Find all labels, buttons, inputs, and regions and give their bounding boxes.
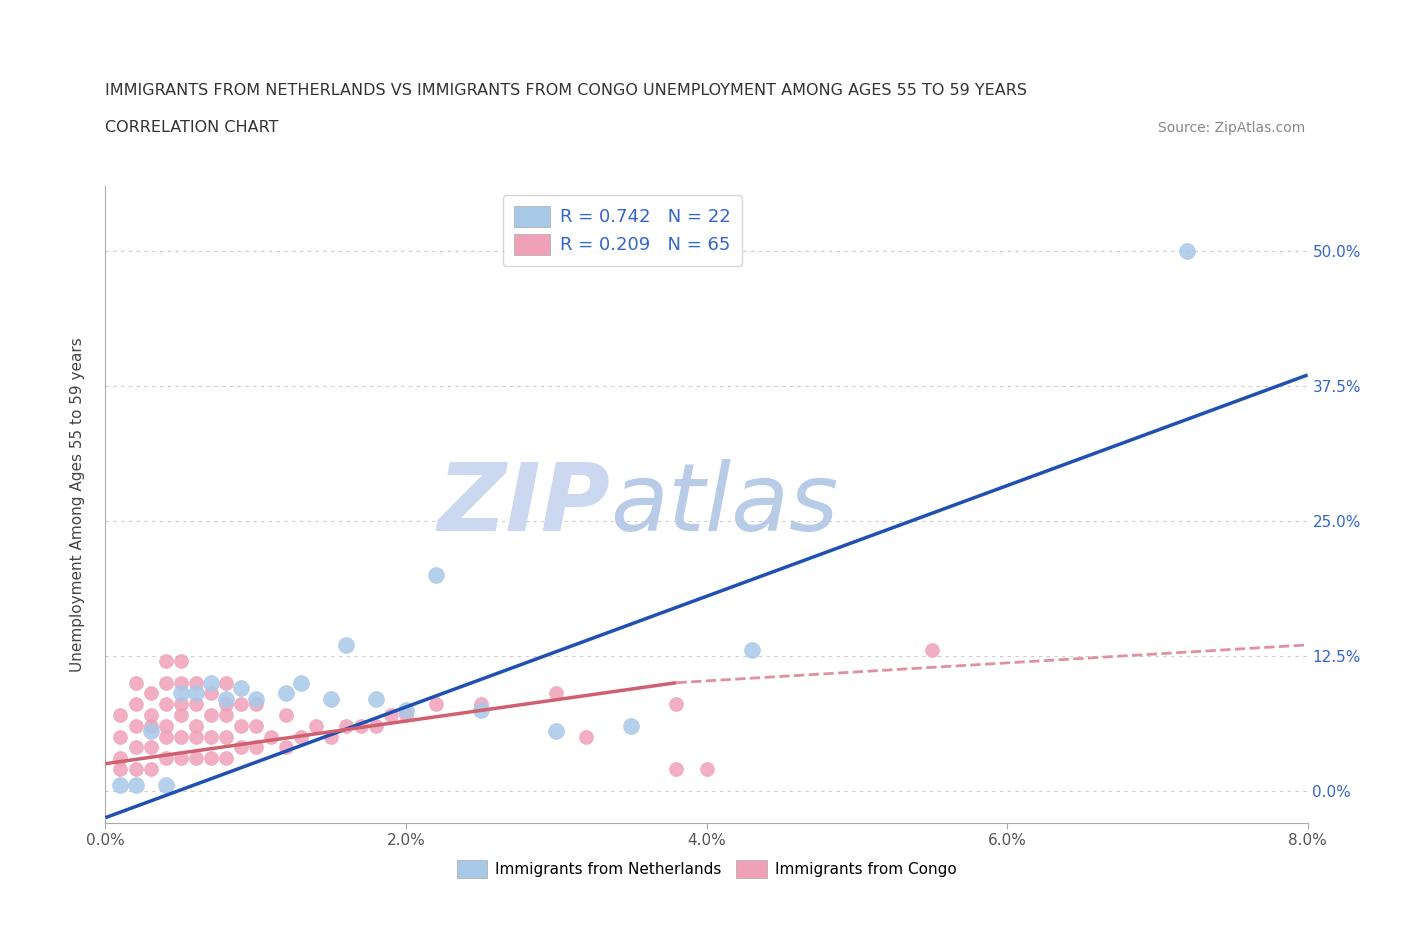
Point <box>665 762 688 777</box>
Point <box>380 708 402 723</box>
Point <box>139 686 162 701</box>
Point <box>124 740 146 755</box>
Point <box>184 719 207 734</box>
Point <box>155 675 177 690</box>
Point <box>229 719 252 734</box>
Point <box>110 762 132 777</box>
Point <box>184 729 207 744</box>
Point <box>741 643 763 658</box>
Point <box>110 777 132 792</box>
Point <box>110 751 132 765</box>
Point <box>290 729 312 744</box>
Point <box>200 708 222 723</box>
Point <box>245 719 267 734</box>
Point <box>470 702 492 717</box>
Point <box>620 719 643 734</box>
Point <box>364 691 387 706</box>
Point <box>139 740 162 755</box>
Point <box>274 686 297 701</box>
Y-axis label: Unemployment Among Ages 55 to 59 years: Unemployment Among Ages 55 to 59 years <box>70 338 84 671</box>
Point <box>169 729 191 744</box>
Point <box>214 708 236 723</box>
Point <box>245 697 267 711</box>
Point <box>260 729 283 744</box>
Point <box>139 708 162 723</box>
Point <box>470 697 492 711</box>
Point <box>139 762 162 777</box>
Point <box>229 740 252 755</box>
Text: ZIP: ZIP <box>437 458 610 551</box>
Point <box>155 697 177 711</box>
Point <box>1175 244 1198 259</box>
Point <box>395 708 418 723</box>
Point <box>184 697 207 711</box>
Point <box>200 751 222 765</box>
Point <box>350 719 373 734</box>
Point <box>921 643 943 658</box>
Point <box>184 751 207 765</box>
Point <box>110 708 132 723</box>
Point <box>184 675 207 690</box>
Point <box>335 719 357 734</box>
Point <box>290 675 312 690</box>
Point <box>546 724 568 738</box>
Point <box>319 729 342 744</box>
Point <box>395 702 418 717</box>
Point <box>155 719 177 734</box>
Text: atlas: atlas <box>610 459 838 550</box>
Point <box>229 697 252 711</box>
Point <box>200 686 222 701</box>
Point <box>124 719 146 734</box>
Point <box>169 697 191 711</box>
Point <box>546 686 568 701</box>
Point <box>155 751 177 765</box>
Text: CORRELATION CHART: CORRELATION CHART <box>105 120 278 135</box>
Point <box>169 751 191 765</box>
Point <box>124 762 146 777</box>
Point <box>229 681 252 696</box>
Point <box>169 686 191 701</box>
Point <box>364 719 387 734</box>
Text: Source: ZipAtlas.com: Source: ZipAtlas.com <box>1157 121 1305 135</box>
Point <box>696 762 718 777</box>
Point <box>425 697 447 711</box>
Point <box>155 729 177 744</box>
Point <box>155 654 177 669</box>
Point <box>214 675 236 690</box>
Point <box>169 654 191 669</box>
Point <box>319 691 342 706</box>
Point <box>110 729 132 744</box>
Point <box>200 675 222 690</box>
Point <box>214 729 236 744</box>
Legend: Immigrants from Netherlands, Immigrants from Congo: Immigrants from Netherlands, Immigrants … <box>449 853 965 885</box>
Point <box>665 697 688 711</box>
Point <box>214 697 236 711</box>
Text: IMMIGRANTS FROM NETHERLANDS VS IMMIGRANTS FROM CONGO UNEMPLOYMENT AMONG AGES 55 : IMMIGRANTS FROM NETHERLANDS VS IMMIGRANT… <box>105 83 1028 98</box>
Point <box>139 724 162 738</box>
Point <box>155 777 177 792</box>
Point <box>274 708 297 723</box>
Point <box>169 675 191 690</box>
Point <box>335 637 357 652</box>
Point <box>305 719 328 734</box>
Point <box>214 751 236 765</box>
Point <box>214 691 236 706</box>
Point <box>200 729 222 744</box>
Point <box>139 719 162 734</box>
Point <box>184 686 207 701</box>
Point <box>575 729 598 744</box>
Point <box>274 740 297 755</box>
Point <box>124 777 146 792</box>
Point <box>245 740 267 755</box>
Point <box>425 567 447 582</box>
Point <box>124 697 146 711</box>
Point <box>124 675 146 690</box>
Point <box>169 708 191 723</box>
Point <box>245 691 267 706</box>
